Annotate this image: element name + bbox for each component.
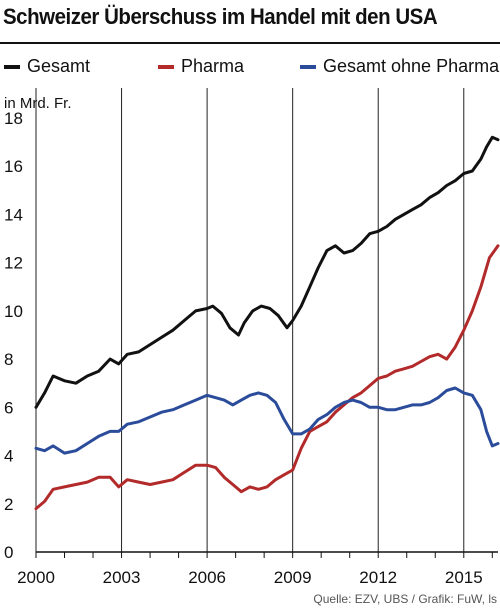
title-rule <box>0 42 500 44</box>
y-tick-label-12: 12 <box>4 254 23 273</box>
x-tick-label-2006: 2006 <box>188 568 226 587</box>
legend-swatch-pharma <box>158 64 174 69</box>
legend-swatch-gesamt <box>4 64 20 69</box>
x-tick-label-2003: 2003 <box>103 568 141 587</box>
legend-label-ohne-pharma: Gesamt ohne Pharma <box>323 56 500 76</box>
y-tick-label-6: 6 <box>4 398 13 417</box>
legend-label-gesamt: Gesamt <box>27 56 91 76</box>
y-tick-label-2: 2 <box>4 495 13 514</box>
x-tick-label-2012: 2012 <box>359 568 397 587</box>
x-tick-label-2009: 2009 <box>274 568 312 587</box>
legend-item-pharma: Pharma <box>158 56 244 77</box>
legend-item-ohne-pharma: Gesamt ohne Pharma <box>300 56 499 77</box>
legend: Gesamt Pharma Gesamt ohne Pharma <box>0 56 500 80</box>
y-axis-unit-label: in Mrd. Fr. <box>4 95 72 112</box>
source-note: Quelle: EZV, UBS / Grafik: FuW, ls <box>313 592 497 606</box>
y-tick-label-8: 8 <box>4 350 13 369</box>
legend-label-pharma: Pharma <box>181 56 245 76</box>
series-line-gesamt-ohne-pharma <box>34 386 500 455</box>
series-line-pharma <box>34 244 500 511</box>
x-tick-label-2015: 2015 <box>445 568 483 587</box>
series-line-gesamt <box>34 135 500 409</box>
y-tick-label-14: 14 <box>4 205 23 224</box>
chart-title: Schweizer Überschuss im Handel mit den U… <box>3 4 438 29</box>
y-tick-label-10: 10 <box>4 302 23 321</box>
y-tick-label-4: 4 <box>4 447 13 466</box>
legend-swatch-ohne-pharma <box>300 64 316 69</box>
x-tick-label-2000: 2000 <box>17 568 55 587</box>
y-tick-label-0: 0 <box>4 543 13 562</box>
y-tick-label-18: 18 <box>4 109 23 128</box>
legend-item-gesamt: Gesamt <box>4 56 90 77</box>
y-tick-label-16: 16 <box>4 157 23 176</box>
